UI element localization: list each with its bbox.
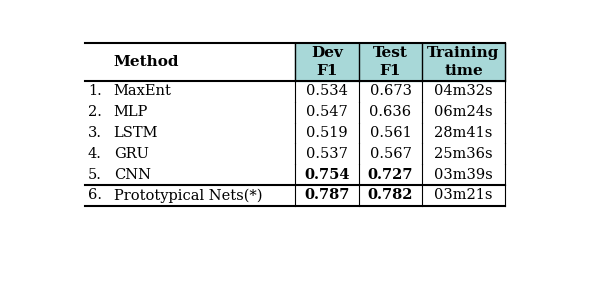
- Bar: [423, 43, 505, 81]
- Text: Prototypical Nets(*): Prototypical Nets(*): [114, 188, 262, 202]
- Text: 0.754: 0.754: [304, 168, 350, 181]
- Text: 04m32s: 04m32s: [434, 84, 493, 99]
- Text: Training
time: Training time: [427, 46, 500, 78]
- Text: 0.567: 0.567: [370, 147, 412, 161]
- Text: 1.: 1.: [88, 84, 102, 99]
- Text: 28m41s: 28m41s: [434, 126, 492, 140]
- Text: 3.: 3.: [88, 126, 102, 140]
- Text: Dev
F1: Dev F1: [311, 46, 343, 78]
- Text: 0.673: 0.673: [370, 84, 412, 99]
- Text: 0.787: 0.787: [304, 188, 350, 202]
- Text: 0.561: 0.561: [370, 126, 412, 140]
- Text: 4.: 4.: [88, 147, 102, 161]
- Text: 6.: 6.: [88, 188, 102, 202]
- Text: Test
F1: Test F1: [373, 46, 408, 78]
- Text: 03m21s: 03m21s: [434, 188, 493, 202]
- Text: 0.727: 0.727: [368, 168, 413, 181]
- Text: 0.636: 0.636: [370, 105, 412, 119]
- Text: 06m24s: 06m24s: [434, 105, 493, 119]
- Text: LSTM: LSTM: [114, 126, 158, 140]
- Text: 0.537: 0.537: [306, 147, 348, 161]
- Text: Method: Method: [114, 55, 179, 69]
- Text: 0.519: 0.519: [306, 126, 348, 140]
- Text: 03m39s: 03m39s: [434, 168, 493, 181]
- Text: 0.547: 0.547: [306, 105, 348, 119]
- Text: 0.782: 0.782: [368, 188, 413, 202]
- Text: MLP: MLP: [114, 105, 148, 119]
- Text: CNN: CNN: [114, 168, 151, 181]
- Text: 25m36s: 25m36s: [434, 147, 493, 161]
- Text: GRU: GRU: [114, 147, 148, 161]
- Bar: [295, 43, 359, 81]
- Text: 5.: 5.: [88, 168, 102, 181]
- Text: MaxEnt: MaxEnt: [114, 84, 171, 99]
- Bar: [359, 43, 423, 81]
- Text: 2.: 2.: [88, 105, 102, 119]
- Text: 0.534: 0.534: [306, 84, 348, 99]
